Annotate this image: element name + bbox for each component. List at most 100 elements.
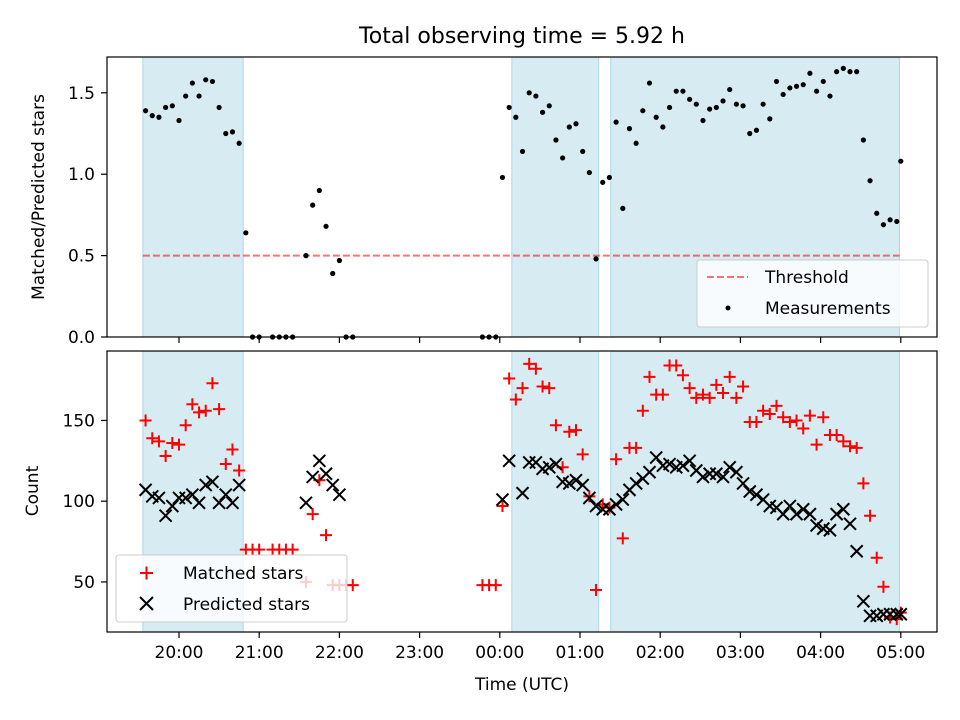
x-axis-label: Time (UTC) xyxy=(474,675,569,695)
predicted-star-point xyxy=(829,507,844,521)
matched-star-point xyxy=(690,391,703,404)
predicted-star-point xyxy=(662,457,677,471)
measurement-point xyxy=(773,78,780,85)
measurement-point xyxy=(142,108,149,114)
predicted-star-point xyxy=(843,517,857,531)
matched-star-point xyxy=(864,509,877,522)
observing-window xyxy=(610,350,900,633)
measurement-point xyxy=(236,140,242,146)
matched-star-point xyxy=(870,551,883,564)
matched-star-point xyxy=(576,448,589,461)
predicted-star-point xyxy=(562,476,577,491)
predicted-star-point xyxy=(319,467,333,481)
bottom-panel: 50 100 150 20:00 21:00 22:00 23:00 00:00 01:00 0… xyxy=(23,350,938,695)
measurement-point xyxy=(780,91,786,98)
bottom-legend-box xyxy=(115,554,348,623)
predicted-star-point xyxy=(305,470,320,484)
y-tick-label: 0.5 xyxy=(68,247,95,267)
measurement-point xyxy=(566,124,572,130)
measurement-point xyxy=(613,119,619,125)
measurement-point xyxy=(807,70,813,76)
matched-star-point xyxy=(894,606,907,619)
matched-legend-label: Matched stars xyxy=(183,564,303,584)
measurement-point xyxy=(533,93,539,99)
x-tick-label: 23:00 xyxy=(395,643,444,663)
top-panel: 0.0 0.5 1.0 1.5 Matched/Predicted stars Thr… xyxy=(29,56,938,348)
matched-star-point xyxy=(730,391,743,404)
measurement-point xyxy=(673,88,679,94)
measurement-point xyxy=(740,103,746,109)
top-axes-frame xyxy=(106,56,938,338)
matched-star-point xyxy=(549,419,562,432)
measurement-point xyxy=(753,127,760,133)
top-legend-box xyxy=(696,259,929,328)
measurement-point xyxy=(196,93,202,99)
matched-star-point xyxy=(146,432,159,445)
x-tick-label: 21:00 xyxy=(235,643,284,663)
matched-star-point xyxy=(516,382,529,395)
matched-star-point xyxy=(757,404,770,417)
measurements-series xyxy=(142,65,904,340)
threshold-legend-label: Threshold xyxy=(764,268,849,288)
matched-star-point xyxy=(676,369,689,382)
bottom-y-axis-label: Count xyxy=(23,465,43,516)
matched-star-point xyxy=(616,532,629,545)
y-tick-label: 150 xyxy=(63,411,95,431)
measurement-point xyxy=(323,223,329,229)
matched-star-point xyxy=(737,380,750,393)
matched-star-point xyxy=(850,441,863,454)
predicted-star-point xyxy=(676,458,690,473)
measurement-point xyxy=(546,103,552,109)
predicted-star-point xyxy=(796,502,810,516)
measurement-point xyxy=(820,78,826,85)
measurement-point xyxy=(666,104,673,111)
matched-star-point xyxy=(159,449,172,462)
matched-star-point xyxy=(837,435,850,448)
measurement-point xyxy=(713,104,719,111)
measurement-point xyxy=(860,137,866,143)
predicted-star-point xyxy=(729,465,744,479)
measurement-point xyxy=(586,169,592,176)
matched-star-point xyxy=(656,388,669,401)
predicted-star-point xyxy=(152,491,166,505)
predicted-star-point xyxy=(809,518,824,533)
y-tick-label: 50 xyxy=(73,573,95,593)
predicted-star-point xyxy=(642,465,657,479)
measurement-point xyxy=(854,69,860,75)
matched-star-point xyxy=(193,406,206,419)
matched-star-point xyxy=(683,382,696,395)
matched-star-point xyxy=(509,393,522,406)
measurement-point xyxy=(539,109,546,115)
measurement-point xyxy=(793,83,800,89)
predicted-star-point xyxy=(312,454,327,468)
measurement-point xyxy=(169,103,175,109)
x-tick-label: 04:00 xyxy=(796,643,845,663)
matched-star-point xyxy=(717,386,730,399)
y-tick-label: 1.0 xyxy=(68,165,95,185)
x-tick-label: 02:00 xyxy=(636,643,685,663)
matched-star-point xyxy=(346,579,359,592)
predicted-legend-label: Predicted stars xyxy=(183,595,310,615)
bottom-axes-frame xyxy=(106,350,938,633)
measurement-point xyxy=(827,93,833,99)
predicted-star-point xyxy=(502,454,516,468)
matched-star-point xyxy=(489,579,502,592)
measurement-point xyxy=(513,114,519,120)
predicted-star-point xyxy=(709,467,724,481)
predicted-star-point xyxy=(192,496,206,510)
measurement-point xyxy=(593,256,599,262)
measurement-point xyxy=(787,85,793,91)
measurement-point xyxy=(640,108,646,114)
measurement-point xyxy=(727,86,733,93)
matched-star-point xyxy=(810,438,823,451)
x-tick-label: 00:00 xyxy=(475,643,524,663)
y-tick-label: 0.0 xyxy=(68,328,95,348)
predicted-star-point xyxy=(609,497,623,512)
measurement-point xyxy=(600,179,606,185)
matched-star-point xyxy=(590,584,603,597)
matched-star-point xyxy=(877,580,890,593)
predicted-star-point xyxy=(199,478,213,492)
matched-star-point xyxy=(213,403,226,416)
matched-star-point xyxy=(750,416,763,429)
measurement-point xyxy=(163,104,169,111)
